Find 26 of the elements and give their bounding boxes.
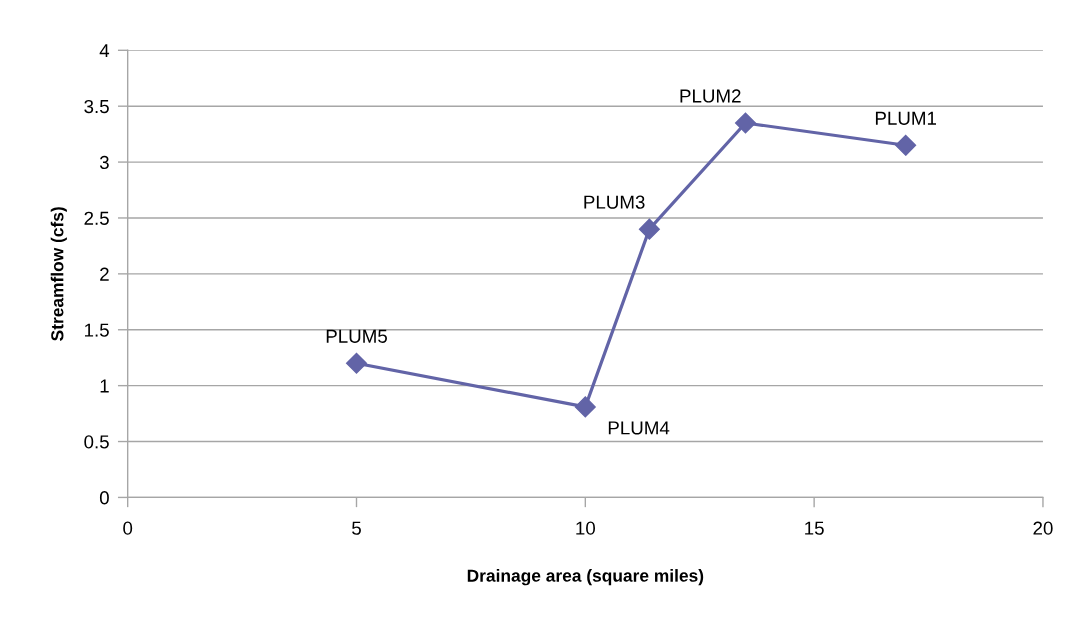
annotation: PLUM2 <box>680 89 741 103</box>
annotation: PLUM3 <box>584 195 645 209</box>
point <box>574 396 596 418</box>
y-tick-label: 0 <box>99 491 109 505</box>
y-axis-title: Streamflow (cfs) <box>50 207 67 341</box>
x-tick-label: 15 <box>805 521 824 535</box>
point <box>734 112 757 134</box>
x-axis-title: Drainage area (square miles) <box>467 569 704 586</box>
annotation: PLUM1 <box>875 111 937 125</box>
x-tick-label: 5 <box>352 521 361 535</box>
y-tick-label: 3 <box>99 155 109 170</box>
y-tick-label: 2.5 <box>84 211 109 225</box>
x-tick-label: 20 <box>1033 521 1053 535</box>
point <box>895 134 917 156</box>
y-tick-label: 0.5 <box>84 435 109 449</box>
y-tick-label: 1.5 <box>85 323 109 337</box>
point <box>345 352 368 374</box>
y-tick-label: 4 <box>99 44 110 58</box>
annotation: PLUM4 <box>608 421 670 435</box>
annotation: PLUM5 <box>326 329 387 343</box>
y-tick-label: 2 <box>100 267 109 281</box>
point <box>638 218 660 240</box>
x-tick-label: 10 <box>576 521 596 535</box>
x-tick-label: 0 <box>123 521 133 535</box>
y-tick-label: 1 <box>100 379 109 393</box>
y-tick-label: 3.5 <box>84 99 109 114</box>
